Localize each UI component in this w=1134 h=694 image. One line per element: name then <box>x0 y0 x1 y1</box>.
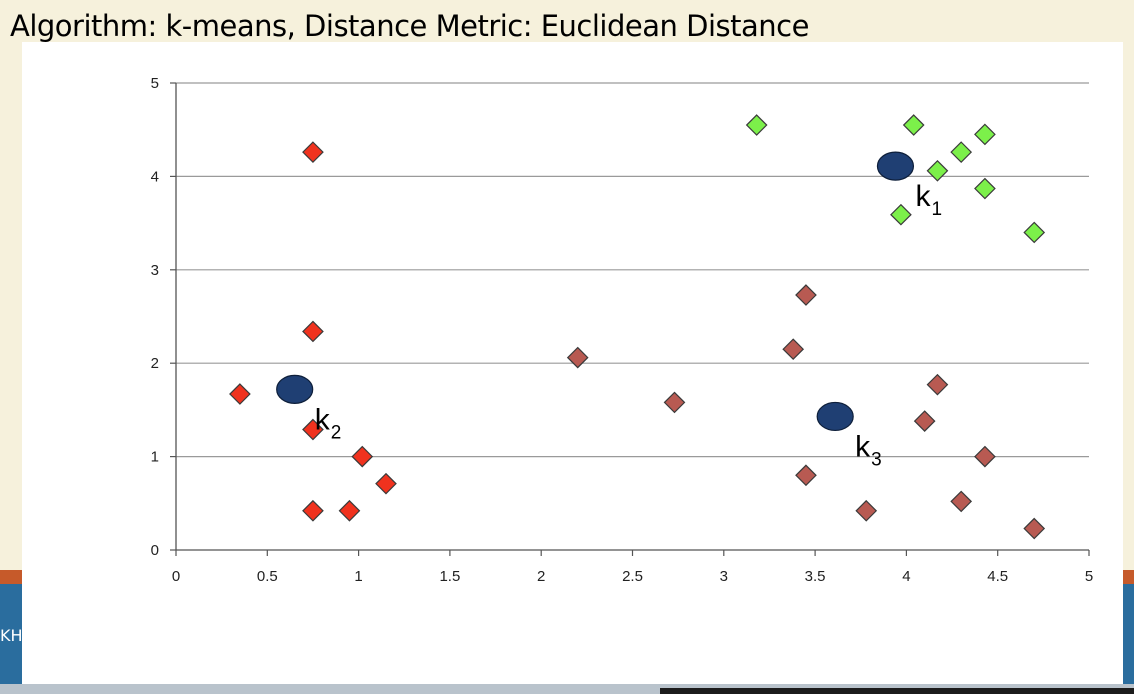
data-point-diamond <box>229 383 251 405</box>
data-point-diamond <box>950 490 973 513</box>
data-point-diamond <box>795 464 817 487</box>
centroid-label-k: k <box>855 430 871 463</box>
centroid-label: k3 <box>855 430 882 470</box>
data-point-diamond <box>974 177 996 200</box>
x-tick-label: 0 <box>172 568 180 585</box>
data-point-diamond <box>795 284 817 306</box>
centroid-marker <box>276 374 314 404</box>
x-tick-label: 2.5 <box>622 568 643 585</box>
x-tick-label: 1 <box>354 568 362 585</box>
y-tick-label: 2 <box>151 355 159 372</box>
x-tick-label: 2 <box>537 568 545 585</box>
y-tick-label: 1 <box>151 449 159 466</box>
points-layer <box>229 114 1046 540</box>
data-point-diamond <box>663 391 686 414</box>
data-point-diamond <box>302 499 324 522</box>
data-point-diamond <box>926 373 949 396</box>
centroid-label: k2 <box>315 403 342 443</box>
centroid-label-subscript: 3 <box>871 449 882 470</box>
x-tick-label: 3.5 <box>805 568 826 585</box>
data-point-diamond <box>302 141 324 163</box>
x-tick-label: 1.5 <box>439 568 460 585</box>
data-point-diamond <box>302 320 324 343</box>
centroid-label-k: k <box>315 403 331 436</box>
y-tick-label: 4 <box>151 168 159 185</box>
data-point-diamond <box>926 159 949 182</box>
bottom-strip <box>0 684 1134 694</box>
centroid-marker <box>816 401 854 432</box>
chart-panel: 0 1 2 3 4 5 0 0.5 1 1.5 2 2.5 3 3.5 4 4.5 5 k1 k2 k3 <box>22 42 1123 688</box>
data-point-diamond <box>782 338 805 361</box>
x-tick-label: 4 <box>902 568 910 585</box>
centroid-label-subscript: 1 <box>931 199 942 220</box>
data-point-diamond <box>974 123 996 146</box>
centroid-label-k: k <box>915 180 931 213</box>
centroid-label-subscript: 2 <box>331 422 342 443</box>
data-point-diamond <box>974 445 996 468</box>
data-point-diamond <box>1023 517 1046 540</box>
x-tick-label: 0.5 <box>257 568 278 585</box>
axes-layer: 0 1 2 3 4 5 0 0.5 1 1.5 2 2.5 3 3.5 4 4.5 5 <box>151 75 1094 585</box>
slide-title: Algorithm: k-means, Distance Metric: Euc… <box>10 9 809 43</box>
data-point-diamond <box>890 203 912 226</box>
bottom-strip-dark <box>660 688 1134 694</box>
x-tick-label: 5 <box>1085 568 1093 585</box>
data-point-diamond <box>902 114 925 136</box>
grid-layer <box>176 82 1089 458</box>
data-point-diamond <box>302 418 324 441</box>
data-point-diamond <box>913 410 936 432</box>
y-tick-label: 5 <box>151 75 159 92</box>
footer-text-fragment: KH <box>0 626 23 645</box>
data-point-diamond <box>375 472 397 495</box>
data-point-diamond <box>566 346 589 369</box>
x-tick-label: 4.5 <box>987 568 1008 585</box>
data-point-diamond <box>338 499 361 522</box>
data-point-diamond <box>745 114 768 136</box>
x-tick-label: 3 <box>720 568 728 585</box>
data-point-diamond <box>855 499 878 522</box>
y-tick-label: 3 <box>151 262 159 279</box>
data-point-diamond <box>950 141 973 163</box>
data-point-diamond <box>351 445 374 468</box>
data-point-diamond <box>1023 221 1046 244</box>
y-tick-label: 0 <box>151 542 159 559</box>
centroid-label: k1 <box>915 180 942 220</box>
centroid-marker <box>876 151 915 181</box>
